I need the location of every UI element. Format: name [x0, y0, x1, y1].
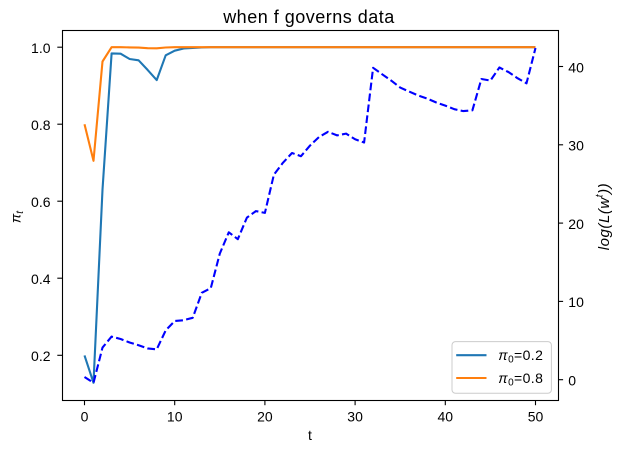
svg-text:40: 40 [568, 59, 584, 75]
svg-text:20: 20 [568, 216, 584, 232]
svg-text:π0=0.2: π0=0.2 [498, 347, 543, 366]
svg-text:50: 50 [528, 409, 544, 425]
svg-text:t: t [308, 427, 312, 443]
svg-text:0: 0 [568, 373, 576, 389]
svg-text:30: 30 [568, 138, 584, 154]
svg-text:20: 20 [257, 409, 273, 425]
svg-text:log(L(wt)): log(L(wt)) [595, 183, 614, 250]
svg-text:0.2: 0.2 [31, 348, 51, 364]
svg-text:when f governs data: when f governs data [222, 7, 395, 27]
svg-text:π0=0.8: π0=0.8 [498, 370, 543, 389]
svg-text:0.4: 0.4 [31, 271, 51, 287]
svg-text:0.8: 0.8 [31, 117, 51, 133]
svg-text:40: 40 [438, 409, 454, 425]
svg-text:1.0: 1.0 [31, 40, 51, 56]
svg-text:0: 0 [81, 409, 89, 425]
svg-text:10: 10 [568, 294, 584, 310]
svg-text:0.6: 0.6 [31, 194, 51, 210]
svg-text:10: 10 [167, 409, 183, 425]
svg-text:30: 30 [347, 409, 363, 425]
